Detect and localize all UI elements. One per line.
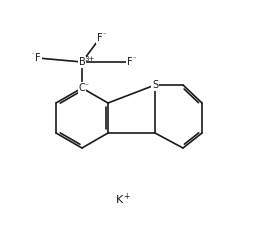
- Text: S: S: [151, 80, 157, 90]
- Text: ⁻: ⁻: [31, 52, 35, 58]
- Text: ⁻: ⁻: [132, 56, 136, 62]
- Text: 3+: 3+: [84, 56, 94, 62]
- Text: F: F: [35, 53, 41, 63]
- Text: F: F: [97, 33, 102, 43]
- Text: ⁻: ⁻: [84, 81, 88, 90]
- Text: ⁻: ⁻: [102, 32, 106, 38]
- Text: B: B: [78, 57, 85, 67]
- Text: F: F: [127, 57, 132, 67]
- Text: K: K: [116, 195, 123, 205]
- Text: C: C: [78, 83, 85, 93]
- Text: +: +: [123, 192, 129, 201]
